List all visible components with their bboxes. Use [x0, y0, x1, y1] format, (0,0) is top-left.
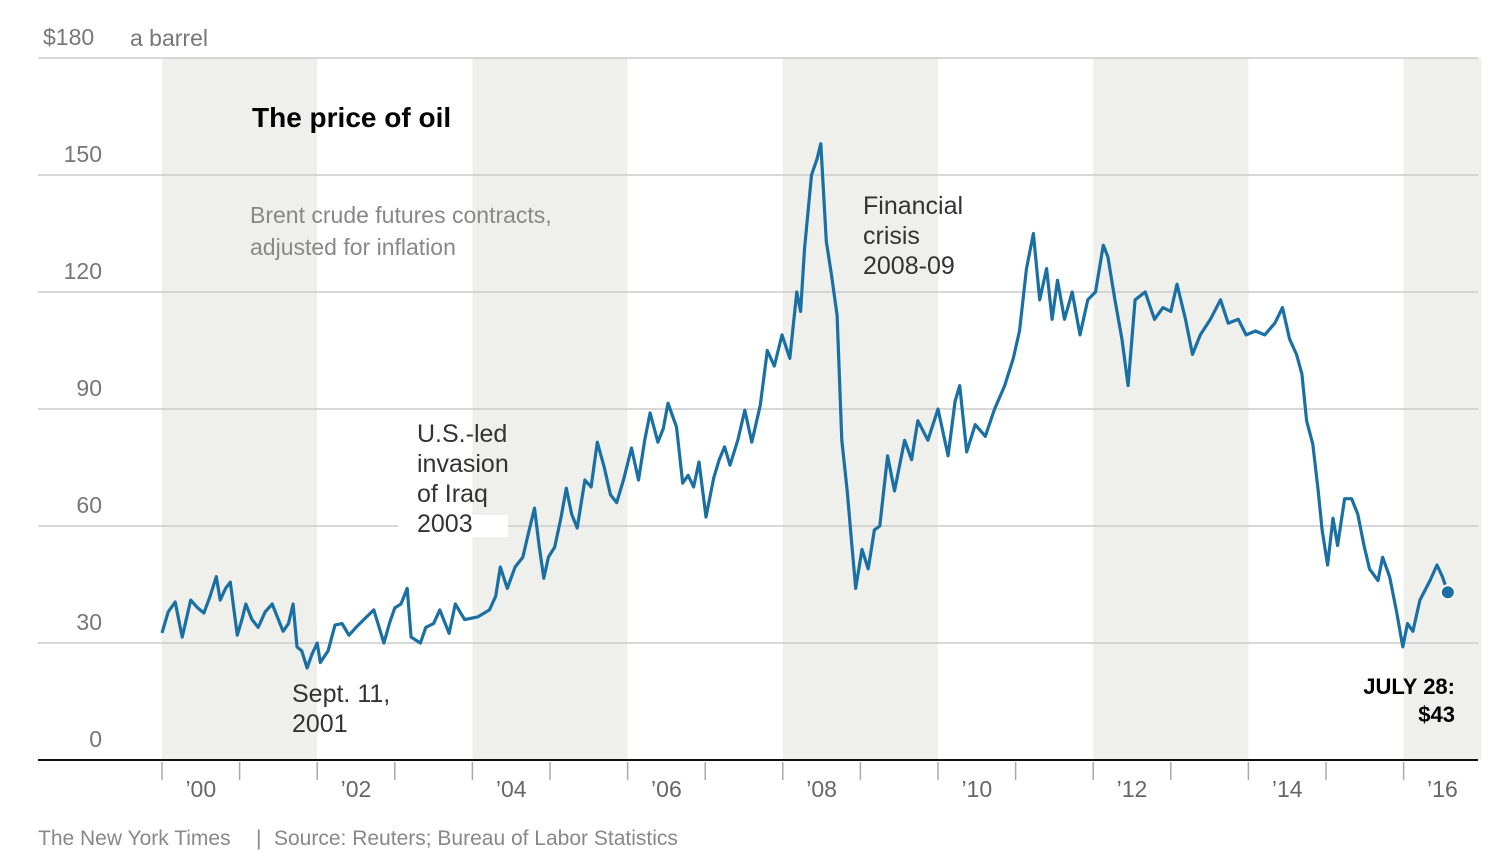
x-tick-label: ’02 [341, 776, 372, 802]
x-tick-label: ’14 [1272, 776, 1303, 802]
y-tick-label: 60 [76, 492, 102, 518]
y-tick-label: 90 [76, 375, 102, 401]
annotation-crisis-line: Financial [863, 192, 963, 220]
chart-title: The price of oil [252, 102, 451, 133]
footer-separator: | [256, 827, 261, 850]
annotation-iraq-line: of Iraq [417, 480, 488, 508]
latest-date-label: JULY 28: [1363, 674, 1455, 699]
footer-source: Source: Reuters; Bureau of Labor Statist… [274, 827, 678, 850]
latest-value-label: $43 [1418, 702, 1455, 727]
annotation-iraq-line: 2003 [417, 510, 473, 538]
annotation-crisis-line: crisis [863, 222, 920, 250]
gridlines [38, 57, 1478, 761]
annotation-iraq: U.S.-led invasion of Iraq 2003 [417, 420, 509, 538]
annotation-sept11: Sept. 11, 2001 [292, 680, 390, 738]
annotation-financial-crisis: Financial crisis 2008-09 [863, 192, 963, 280]
x-tick-label: ’00 [185, 776, 216, 802]
y-tick-label: 120 [64, 258, 102, 284]
annotation-sept11-line: 2001 [292, 710, 348, 738]
footer: The New York Times | Source: Reuters; Bu… [38, 827, 678, 850]
y-tick-label: 30 [76, 609, 102, 635]
price-line [160, 142, 1450, 670]
y-tick-label: $180 [43, 24, 94, 50]
y-tick-label: 0 [89, 726, 102, 752]
latest-price-dot [1439, 584, 1456, 601]
x-axis: ’00 ’02 ’04 ’06 ’08 ’10 ’12 ’14 ’16 [161, 762, 1458, 802]
x-tick-label: ’12 [1117, 776, 1148, 802]
x-tick-label: ’16 [1427, 776, 1458, 802]
annotation-iraq-line: invasion [417, 450, 509, 478]
annotation-sept11-line: Sept. 11, [292, 680, 390, 708]
y-axis-labels: a barrel 0 30 60 90 120 150 $180 [43, 24, 208, 752]
footer-publisher: The New York Times [38, 827, 231, 850]
annotation-iraq-line: U.S.-led [417, 420, 507, 448]
x-tick-label: ’06 [651, 776, 682, 802]
x-tick-label: ’10 [961, 776, 992, 802]
y-tick-label: 150 [64, 141, 102, 167]
x-tick-label: ’08 [806, 776, 837, 802]
latest-price-label: JULY 28: $43 [1363, 674, 1455, 727]
iraq-annotation-mask [398, 515, 508, 537]
y-axis-unit-label: a barrel [130, 25, 208, 51]
chart-subtitle-line-2: adjusted for inflation [250, 234, 456, 260]
x-tick-label: ’04 [496, 776, 527, 802]
chart-subtitle-line-1: Brent crude futures contracts, [250, 202, 552, 228]
annotation-crisis-line: 2008-09 [863, 252, 955, 280]
